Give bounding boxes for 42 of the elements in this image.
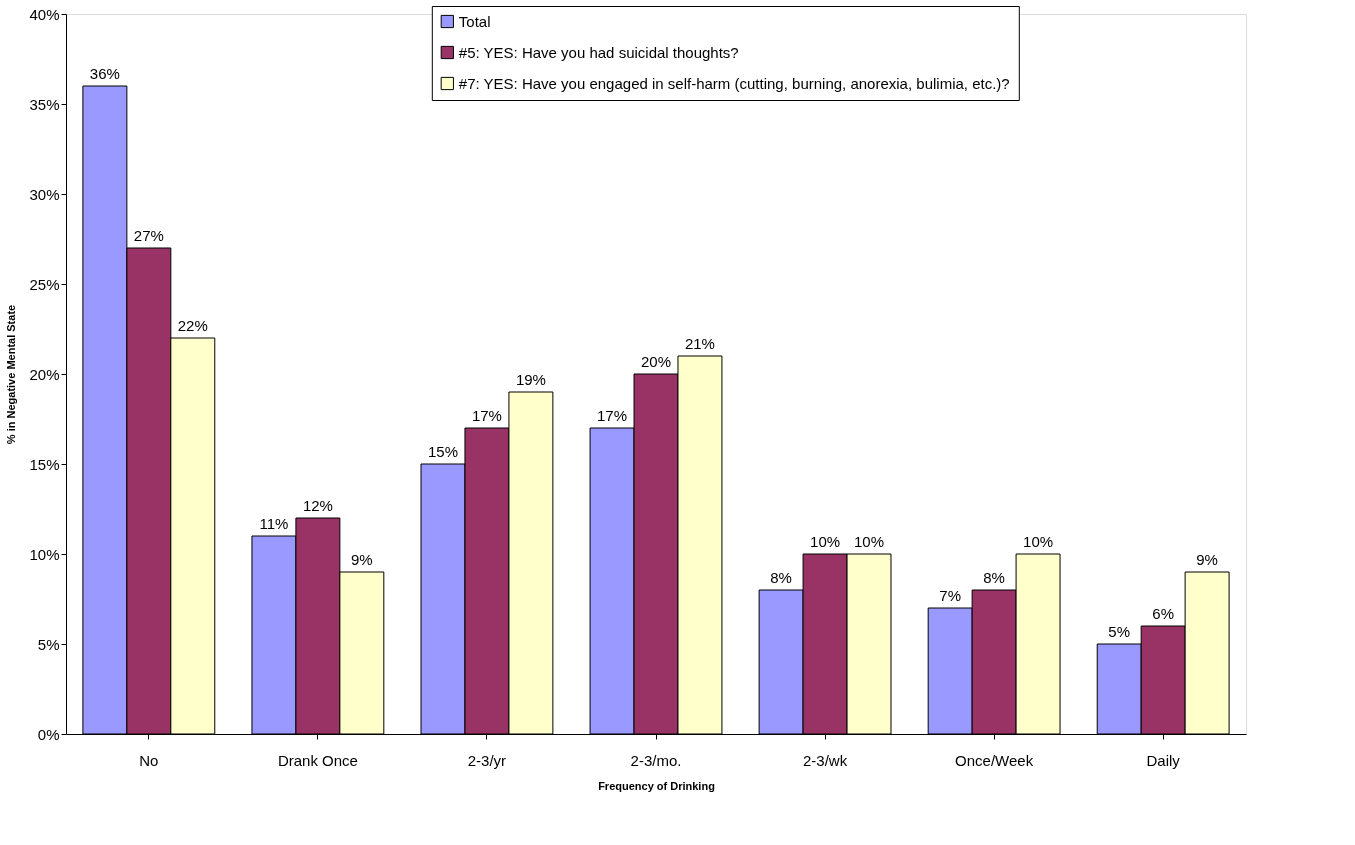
y-tick-label: 0% [37, 725, 60, 743]
y-tick-label: 40% [29, 5, 60, 23]
x-tick-label: Daily [1146, 751, 1181, 769]
data-label: 12% [302, 497, 333, 514]
data-label: 19% [515, 371, 546, 388]
data-label: 17% [597, 407, 628, 424]
data-label: 20% [640, 353, 672, 370]
x-tick-label: No [139, 751, 159, 769]
y-tick-label: 10% [29, 545, 60, 563]
data-label: 10% [1023, 533, 1054, 550]
y-axis-title: % in Negative Mental State [5, 304, 18, 445]
data-label: 36% [89, 65, 120, 82]
data-label: 5% [1108, 623, 1131, 640]
data-label: 7% [939, 587, 961, 604]
data-label: 10% [853, 533, 885, 550]
x-tick-label: 2-3/mo. [630, 751, 682, 769]
data-label: 8% [983, 569, 1005, 586]
x-tick-label: Once/Week [955, 751, 1034, 769]
y-tick-label: 35% [29, 95, 60, 113]
data-label: 11% [259, 515, 289, 532]
data-label: 21% [684, 335, 715, 352]
data-label: 8% [770, 569, 792, 586]
y-tick-label: 15% [29, 455, 60, 473]
x-axis-title: Frequency of Drinking [598, 779, 715, 792]
y-tick-label: 25% [29, 275, 60, 293]
data-label: 22% [177, 317, 208, 334]
data-label: 6% [1152, 605, 1175, 622]
data-label: 10% [810, 533, 841, 550]
data-label: 17% [471, 407, 502, 424]
y-tick-label: 5% [37, 635, 60, 653]
y-tick-label: 30% [29, 185, 60, 203]
data-label: 9% [351, 551, 373, 568]
data-label: 27% [133, 227, 164, 244]
x-tick-label: 2-3/yr [467, 751, 507, 769]
legend-label: #7: YES: Have you engaged in self-harm (cutting, burning, anorexia, bulimia, etc.)? [458, 74, 1010, 92]
legend-label: #5: YES: Have you had suicidal thoughts? [458, 43, 739, 61]
x-tick-label: Drank Once [277, 751, 358, 769]
data-label: 9% [1196, 551, 1218, 568]
legend-label: Total [458, 12, 491, 30]
x-tick-label: 2-3/wk [802, 751, 848, 769]
data-label: 15% [427, 443, 459, 460]
y-tick-label: 20% [29, 365, 60, 383]
